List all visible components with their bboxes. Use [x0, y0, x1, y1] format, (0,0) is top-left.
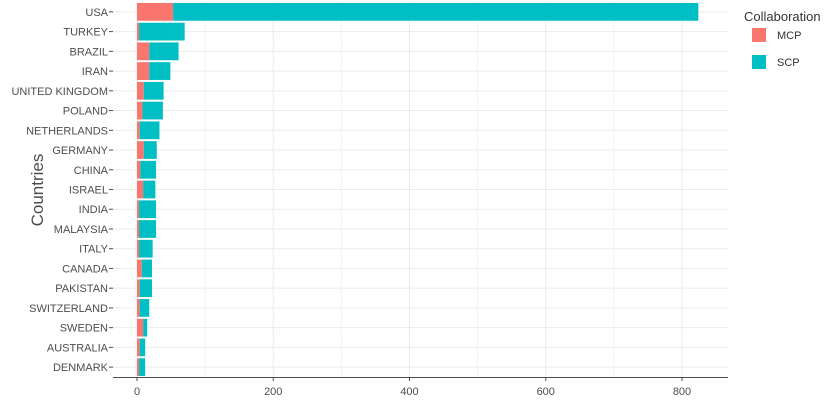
- bar-mcp-malaysia: [137, 220, 140, 238]
- legend: Collaboration MCP SCP: [744, 9, 821, 69]
- bar-mcp-australia: [137, 338, 140, 357]
- y-tick-label: IRAN: [82, 66, 108, 78]
- bar-scp-poland: [142, 101, 163, 120]
- bar-mcp-brazil: [137, 42, 150, 61]
- bars: [137, 2, 699, 377]
- legend-swatch-mcp: [752, 28, 766, 42]
- bar-scp-switzerland: [139, 299, 150, 317]
- legend-label-mcp: MCP: [777, 30, 801, 42]
- y-tick-label: ITALY: [79, 244, 109, 256]
- y-tick-label: MALAYSIA: [54, 224, 109, 236]
- y-tick-label: POLAND: [63, 106, 108, 118]
- bar-mcp-israel: [137, 180, 144, 199]
- y-tick-label: NETHERLANDS: [26, 125, 108, 137]
- y-tick-label: USA: [85, 7, 108, 19]
- y-tick-label: CANADA: [62, 263, 109, 275]
- y-tick-label: ISRAEL: [69, 185, 108, 197]
- bar-mcp-denmark: [137, 358, 140, 377]
- bar-scp-china: [140, 160, 157, 179]
- bar-scp-iran: [149, 62, 171, 80]
- bar-mcp-italy: [137, 239, 140, 258]
- bar-scp-brazil: [149, 42, 179, 61]
- bar-mcp-turkey: [137, 22, 140, 41]
- y-tick-label: UNITED KINGDOM: [11, 86, 108, 98]
- bar-mcp-china: [137, 160, 141, 179]
- bar-mcp-canada: [137, 259, 142, 278]
- bar-mcp-usa: [137, 2, 174, 21]
- x-tick-label: 0: [134, 386, 140, 398]
- bar-mcp-germany: [137, 141, 144, 159]
- bar-scp-germany: [143, 141, 157, 159]
- legend-title: Collaboration: [744, 9, 821, 24]
- bar-scp-sweden: [143, 318, 148, 337]
- legend-swatch-scp: [752, 55, 766, 69]
- y-axis: USA TURKEY BRAZIL IRAN UNITED KINGDOM POLAND N…: [11, 7, 113, 374]
- bar-mcp-sweden: [137, 318, 144, 337]
- bar-scp-united-kingdom: [143, 81, 164, 100]
- y-tick-label: DENMARK: [53, 362, 109, 374]
- bar-mcp-switzerland: [137, 299, 140, 317]
- y-tick-label: TURKEY: [63, 27, 108, 39]
- y-tick-label: PAKISTAN: [55, 283, 108, 295]
- bar-scp-turkey: [139, 22, 185, 41]
- y-tick-label: SWITZERLAND: [29, 303, 108, 315]
- x-tick-label: 600: [537, 386, 555, 398]
- bar-mcp-iran: [137, 62, 150, 80]
- bar-scp-india: [139, 200, 157, 219]
- grid-lines: [113, 2, 728, 377]
- bar-scp-israel: [143, 180, 156, 199]
- y-tick-label: BRAZIL: [69, 46, 108, 58]
- y-tick-label: INDIA: [79, 204, 109, 216]
- bar-mcp-india: [137, 200, 140, 219]
- bar-scp-usa: [173, 2, 699, 21]
- bar-scp-malaysia: [139, 220, 157, 238]
- x-tick-label: 800: [673, 386, 691, 398]
- y-tick-label: GERMANY: [52, 145, 108, 157]
- bar-scp-australia: [139, 338, 146, 357]
- bar-scp-pakistan: [139, 279, 152, 298]
- bar-mcp-poland: [137, 101, 143, 120]
- bar-scp-italy: [139, 239, 153, 258]
- y-axis-title: Countries: [28, 154, 47, 227]
- x-axis: 0 200 400 600 800: [113, 377, 728, 398]
- bar-scp-netherlands: [139, 121, 160, 140]
- bar-mcp-united-kingdom: [137, 81, 144, 100]
- bar-mcp-netherlands: [137, 121, 140, 140]
- bar-mcp-pakistan: [137, 279, 140, 298]
- bar-scp-denmark: [139, 358, 146, 377]
- legend-label-scp: SCP: [777, 57, 800, 69]
- y-tick-label: SWEDEN: [60, 323, 108, 335]
- x-tick-label: 200: [264, 386, 282, 398]
- bar-scp-canada: [141, 259, 152, 278]
- x-tick-label: 400: [400, 386, 418, 398]
- y-tick-label: CHINA: [74, 165, 109, 177]
- y-tick-label: AUSTRALIA: [47, 342, 109, 354]
